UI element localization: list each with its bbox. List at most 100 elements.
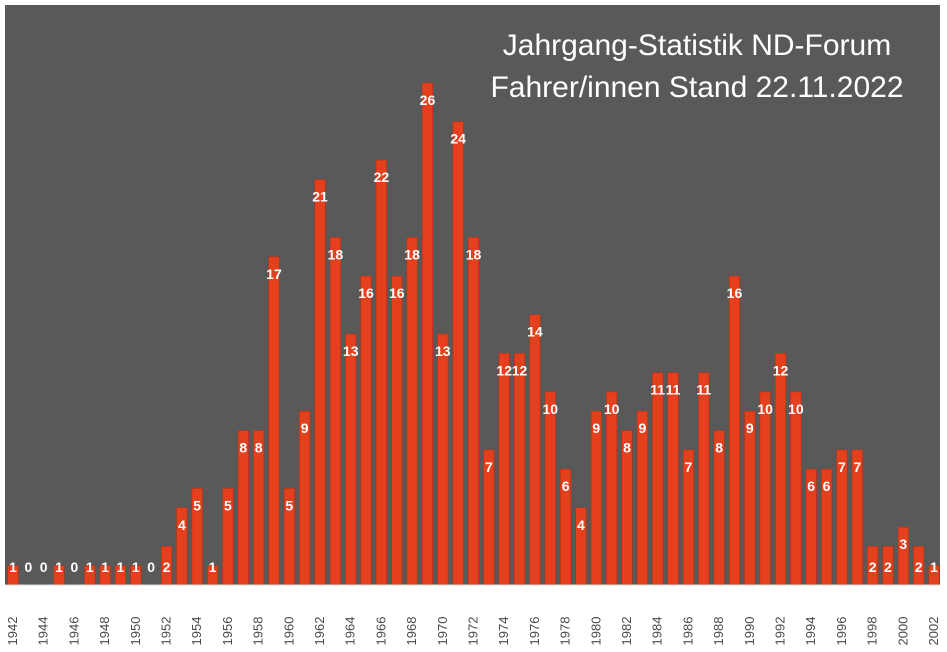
x-tick-label: 1962	[312, 617, 327, 646]
x-tick-label: 1998	[865, 617, 880, 646]
data-label-1975: 12	[512, 362, 528, 378]
data-label-1994: 6	[807, 478, 815, 494]
bar-1963	[329, 237, 341, 586]
x-tick-label: 2000	[895, 617, 910, 646]
bar-1965	[360, 275, 372, 586]
data-label-1956: 5	[224, 497, 232, 513]
bar-1969	[421, 82, 434, 586]
x-tick-label: 1974	[496, 617, 511, 646]
data-label-1943: 0	[24, 559, 32, 575]
x-tick-1976: 1976	[527, 617, 542, 646]
data-label-1992: 12	[773, 362, 789, 378]
x-tick-1980: 1980	[588, 617, 603, 646]
x-tick-1960: 1960	[281, 617, 296, 646]
x-tick-1986: 1986	[680, 617, 695, 646]
data-label-1988: 8	[715, 440, 723, 456]
x-tick-1990: 1990	[742, 617, 757, 646]
data-label-1972: 18	[466, 246, 482, 262]
x-tick-1964: 1964	[343, 617, 358, 646]
x-tick-label: 1988	[711, 617, 726, 646]
x-tick-1988: 1988	[711, 617, 726, 646]
chart-subtitle: Fahrer/innen Stand 22.11.2022	[490, 71, 903, 104]
bar-1975	[513, 353, 526, 586]
data-label-1967: 16	[389, 285, 405, 301]
x-tick-label: 1944	[36, 617, 51, 646]
data-label-1978: 6	[562, 478, 570, 494]
bar-1966	[375, 159, 387, 586]
data-label-1979: 4	[577, 517, 585, 533]
x-tick-label: 1964	[343, 617, 358, 646]
x-tick-label: 1970	[435, 617, 450, 646]
bar-1989	[728, 275, 741, 586]
data-label-1986: 7	[685, 459, 693, 475]
data-label-1983: 9	[638, 420, 646, 436]
data-label-1974: 12	[496, 362, 512, 378]
data-label-1971: 24	[450, 131, 466, 147]
data-label-1955: 1	[209, 559, 217, 575]
data-label-1969: 26	[420, 92, 436, 108]
x-tick-1970: 1970	[435, 617, 450, 646]
data-label-1946: 0	[71, 559, 79, 575]
x-tick-label: 1972	[466, 617, 481, 646]
data-label-1998: 2	[869, 559, 877, 575]
x-tick-1944: 1944	[36, 617, 51, 646]
data-label-1984: 11	[650, 382, 665, 398]
bar-1968	[406, 237, 418, 586]
x-tick-1962: 1962	[312, 617, 327, 646]
bar-1970	[437, 333, 449, 586]
x-tick-label: 1948	[97, 617, 112, 646]
data-label-1948: 1	[101, 559, 109, 575]
x-tick-label: 1968	[404, 617, 419, 646]
data-label-1947: 1	[86, 559, 94, 575]
x-tick-label: 1966	[373, 617, 388, 646]
data-label-1951: 0	[147, 559, 155, 575]
x-tick-1948: 1948	[97, 617, 112, 646]
x-tick-2000: 2000	[895, 617, 910, 646]
bar-1981	[606, 391, 618, 586]
data-label-1963: 18	[328, 246, 344, 262]
bar-1983	[636, 410, 648, 586]
data-label-1954: 5	[193, 497, 201, 513]
x-tick-1992: 1992	[773, 617, 788, 646]
data-label-1993: 10	[788, 401, 804, 417]
x-tick-label: 1958	[251, 617, 266, 646]
data-label-1958: 8	[255, 440, 263, 456]
bar-1971	[452, 121, 464, 586]
x-tick-label: 1992	[773, 617, 788, 646]
x-tick-1968: 1968	[404, 617, 419, 646]
data-label-2001: 2	[915, 559, 923, 575]
x-tick-1952: 1952	[159, 617, 174, 646]
data-label-1981: 10	[604, 401, 620, 417]
data-label-1966: 22	[374, 169, 390, 185]
bar-1964	[345, 333, 357, 586]
x-tick-label: 1996	[834, 617, 849, 646]
data-label-1970: 13	[435, 343, 451, 359]
data-label-1965: 16	[358, 285, 374, 301]
x-tick-1950: 1950	[128, 617, 143, 646]
data-label-2000: 3	[899, 536, 907, 552]
x-tick-label: 2002	[926, 617, 941, 646]
x-tick-labels-layer: 1942 1944 1946 1948 1950 1952 1954 1956 1958 1960…	[5, 617, 941, 646]
x-tick-1946: 1946	[66, 617, 81, 646]
data-label-1950: 1	[132, 559, 140, 575]
x-tick-label: 1956	[220, 617, 235, 646]
data-label-1959: 17	[266, 266, 282, 282]
data-label-1973: 7	[485, 459, 493, 475]
x-tick-label: 1950	[128, 617, 143, 646]
bar-1993	[790, 391, 802, 586]
data-label-1964: 13	[343, 343, 359, 359]
data-label-1990: 9	[746, 420, 754, 436]
x-tick-label: 1990	[742, 617, 757, 646]
x-tick-label: 1976	[527, 617, 542, 646]
x-tick-2002: 2002	[926, 617, 941, 646]
bar-1987	[698, 372, 710, 586]
data-label-1960: 5	[285, 497, 293, 513]
x-tick-1956: 1956	[220, 617, 235, 646]
x-tick-1994: 1994	[803, 617, 818, 646]
data-label-1976: 14	[527, 324, 543, 340]
bar-1991	[759, 391, 771, 586]
data-label-1957: 8	[239, 440, 247, 456]
